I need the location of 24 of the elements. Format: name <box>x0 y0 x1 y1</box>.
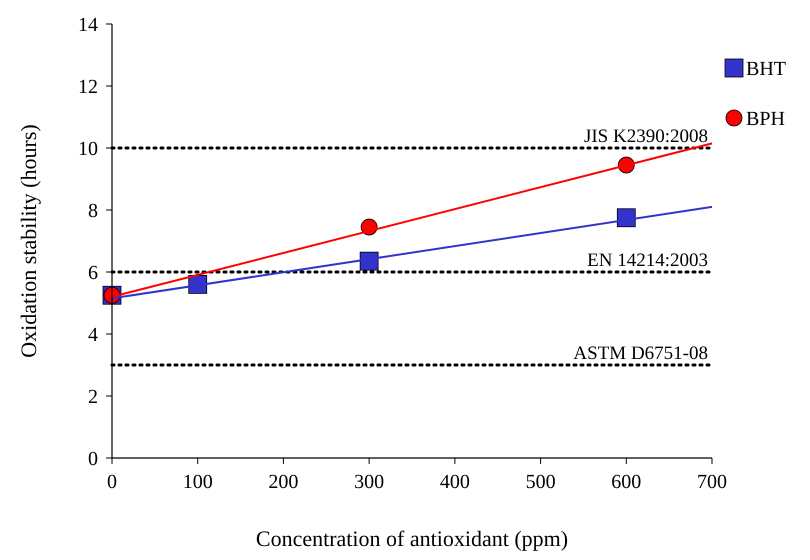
y-axis-title: Oxidation stability (hours) <box>16 124 41 358</box>
annotation: ASTM D6751-08 <box>573 343 708 364</box>
y-tick-label: 8 <box>88 200 98 222</box>
y-tick-label: 0 <box>88 448 98 470</box>
x-tick-label: 600 <box>611 471 642 493</box>
annotation: EN 14214:2003 <box>587 250 708 271</box>
x-tick-label: 0 <box>107 471 117 493</box>
legend-label: BHT <box>746 58 786 80</box>
x-tick-label: 200 <box>268 471 298 493</box>
y-tick-label: 10 <box>78 138 98 160</box>
point <box>360 252 379 271</box>
y-tick-label: 14 <box>78 14 98 36</box>
y-tick-label: 2 <box>88 386 98 408</box>
x-tick-label: 700 <box>697 471 727 493</box>
x-tick-label: 500 <box>526 471 556 493</box>
annotation: JIS K2390:2008 <box>584 126 708 147</box>
y-tick-label: 12 <box>78 76 98 98</box>
legend-label: BPH <box>746 108 785 130</box>
x-tick-label: 400 <box>440 471 470 493</box>
x-tick-label: 100 <box>182 471 213 493</box>
y-tick-label: 6 <box>88 262 98 284</box>
x-tick-label: 300 <box>354 471 384 493</box>
y-tick-label: 4 <box>88 324 98 346</box>
x-axis-title: Concentration of antioxidant (ppm) <box>256 526 568 551</box>
